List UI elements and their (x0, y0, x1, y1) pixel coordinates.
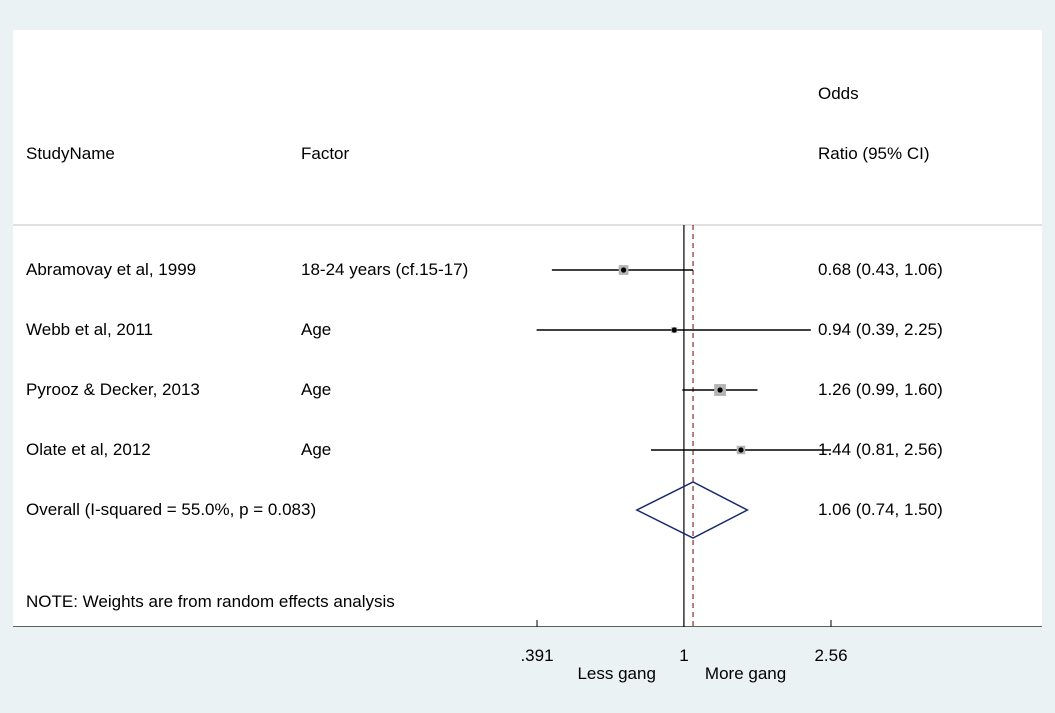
forest-marks (536, 265, 832, 627)
study-name: Abramovay et al, 1999 (26, 260, 197, 279)
study-name: Webb et al, 2011 (26, 320, 153, 339)
direction-label-right: More gang (705, 664, 786, 683)
study-name: Pyrooz & Decker, 2013 (26, 380, 200, 399)
header-ratio-ci: Ratio (95% CI) (818, 144, 930, 163)
header-odds: Odds (818, 84, 859, 103)
study-ci-text: 0.68 (0.43, 1.06) (818, 260, 943, 279)
study-ci-text: 1.26 (0.99, 1.60) (818, 380, 943, 399)
study-ci-text: 0.94 (0.39, 2.25) (818, 320, 943, 339)
study-factor: Age (301, 320, 332, 339)
study-ci-text: 1.44 (0.81, 2.56) (818, 440, 943, 459)
x-tick-label: 1 (679, 646, 688, 665)
overall-ci-text: 1.06 (0.74, 1.50) (818, 500, 943, 519)
study-name: Olate et al, 2012 (26, 440, 151, 459)
overall-label: Overall (I-squared = 55.0%, p = 0.083) (26, 500, 317, 519)
header-study-name: StudyName (26, 144, 115, 163)
x-axis-labels-svg: .391 1 2.56 Less gang More gang (520, 646, 847, 683)
x-tick-label: 2.56 (814, 646, 847, 665)
direction-label-left: Less gang (577, 664, 655, 683)
forest-plot-svg (13, 224, 1042, 627)
study-factor: Age (301, 440, 332, 459)
point-estimate (738, 447, 744, 453)
forest-plot-panel: StudyName Factor Odds Ratio (95% CI) Abr… (13, 30, 1042, 627)
point-estimate (671, 327, 677, 333)
point-estimate (620, 267, 627, 273)
study-factor: 18-24 years (cf.15-17) (301, 260, 469, 279)
study-factor: Age (301, 380, 332, 399)
x-tick-label: .391 (520, 646, 553, 665)
overall-diamond (635, 481, 750, 539)
header-factor: Factor (301, 144, 350, 163)
weights-note: NOTE: Weights are from random effects an… (26, 592, 395, 611)
point-estimate (717, 387, 723, 393)
